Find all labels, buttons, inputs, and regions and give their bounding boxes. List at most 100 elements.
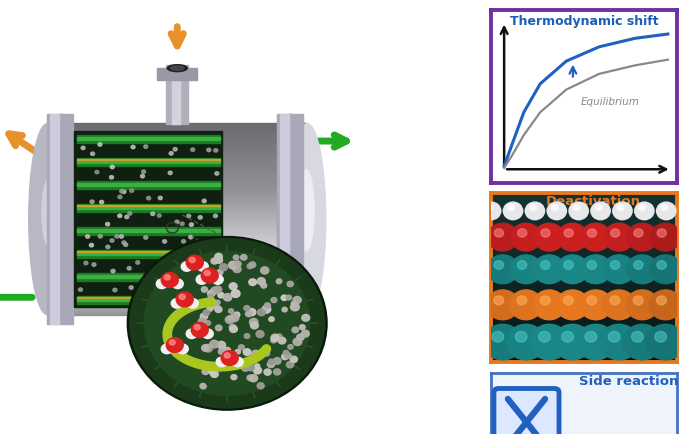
Bar	[47, 243, 307, 246]
Circle shape	[110, 165, 114, 169]
Circle shape	[224, 353, 231, 358]
Bar	[77, 296, 220, 304]
Circle shape	[168, 171, 172, 174]
Bar	[47, 192, 307, 194]
Bar	[47, 305, 307, 307]
Circle shape	[92, 263, 96, 266]
Circle shape	[127, 266, 131, 270]
Circle shape	[540, 261, 550, 269]
Bar	[47, 228, 307, 230]
Circle shape	[209, 369, 215, 375]
Bar	[47, 177, 307, 179]
Circle shape	[212, 275, 223, 284]
Bar	[47, 163, 307, 166]
Circle shape	[171, 299, 182, 308]
Circle shape	[106, 245, 110, 249]
Bar	[47, 213, 307, 215]
Bar	[491, 244, 677, 250]
Circle shape	[201, 287, 207, 292]
Circle shape	[557, 255, 588, 284]
Bar	[47, 227, 307, 229]
Circle shape	[510, 290, 542, 320]
Bar	[491, 227, 677, 233]
Circle shape	[633, 296, 643, 305]
Circle shape	[140, 174, 144, 178]
Circle shape	[540, 296, 550, 305]
Circle shape	[179, 294, 185, 299]
Circle shape	[483, 324, 523, 360]
Circle shape	[517, 261, 527, 269]
Bar	[47, 291, 307, 294]
Bar	[47, 289, 307, 292]
Circle shape	[189, 235, 193, 239]
Bar	[47, 201, 307, 204]
Circle shape	[158, 196, 162, 200]
Circle shape	[297, 334, 304, 341]
Circle shape	[510, 255, 542, 284]
Circle shape	[538, 332, 550, 342]
Circle shape	[569, 202, 588, 220]
Circle shape	[230, 314, 239, 322]
Bar	[491, 216, 677, 221]
Circle shape	[235, 349, 240, 354]
Circle shape	[495, 229, 503, 237]
Bar	[77, 250, 220, 258]
Circle shape	[209, 271, 215, 276]
Circle shape	[233, 255, 239, 260]
Bar	[47, 257, 307, 259]
Circle shape	[190, 245, 194, 249]
Bar	[491, 221, 677, 227]
Circle shape	[218, 293, 224, 298]
Circle shape	[98, 235, 102, 238]
Bar	[47, 125, 307, 128]
Circle shape	[98, 143, 102, 146]
Circle shape	[564, 229, 573, 237]
Bar	[491, 300, 677, 306]
Circle shape	[142, 170, 146, 174]
Circle shape	[105, 222, 109, 226]
Circle shape	[86, 235, 90, 238]
Circle shape	[264, 351, 269, 356]
Circle shape	[257, 383, 264, 389]
Bar	[47, 165, 307, 168]
Circle shape	[204, 287, 208, 290]
Circle shape	[252, 350, 260, 358]
Circle shape	[180, 222, 184, 226]
Bar	[47, 186, 307, 189]
Circle shape	[229, 283, 237, 289]
Circle shape	[176, 292, 194, 307]
Circle shape	[110, 239, 114, 242]
Circle shape	[622, 324, 662, 360]
Bar	[47, 219, 307, 221]
Circle shape	[613, 202, 632, 220]
Circle shape	[235, 261, 241, 266]
Circle shape	[551, 204, 558, 210]
Ellipse shape	[168, 65, 187, 72]
Circle shape	[90, 152, 94, 155]
Circle shape	[197, 260, 201, 263]
Circle shape	[585, 332, 596, 342]
Circle shape	[627, 223, 657, 251]
Circle shape	[239, 345, 244, 350]
Circle shape	[286, 295, 291, 300]
Circle shape	[135, 261, 140, 264]
Circle shape	[617, 204, 624, 210]
Bar	[47, 144, 307, 147]
Bar	[47, 179, 307, 181]
Circle shape	[650, 255, 681, 284]
Bar	[47, 173, 307, 175]
Circle shape	[302, 314, 310, 321]
Circle shape	[146, 291, 150, 294]
Bar	[47, 268, 307, 271]
Circle shape	[276, 334, 282, 339]
Circle shape	[488, 223, 518, 251]
Circle shape	[610, 296, 620, 305]
Circle shape	[650, 223, 681, 251]
Circle shape	[276, 279, 282, 284]
Bar	[47, 156, 307, 158]
Circle shape	[90, 200, 94, 204]
Bar	[47, 138, 307, 141]
Bar	[491, 233, 677, 238]
Circle shape	[115, 235, 119, 238]
Circle shape	[285, 353, 291, 358]
